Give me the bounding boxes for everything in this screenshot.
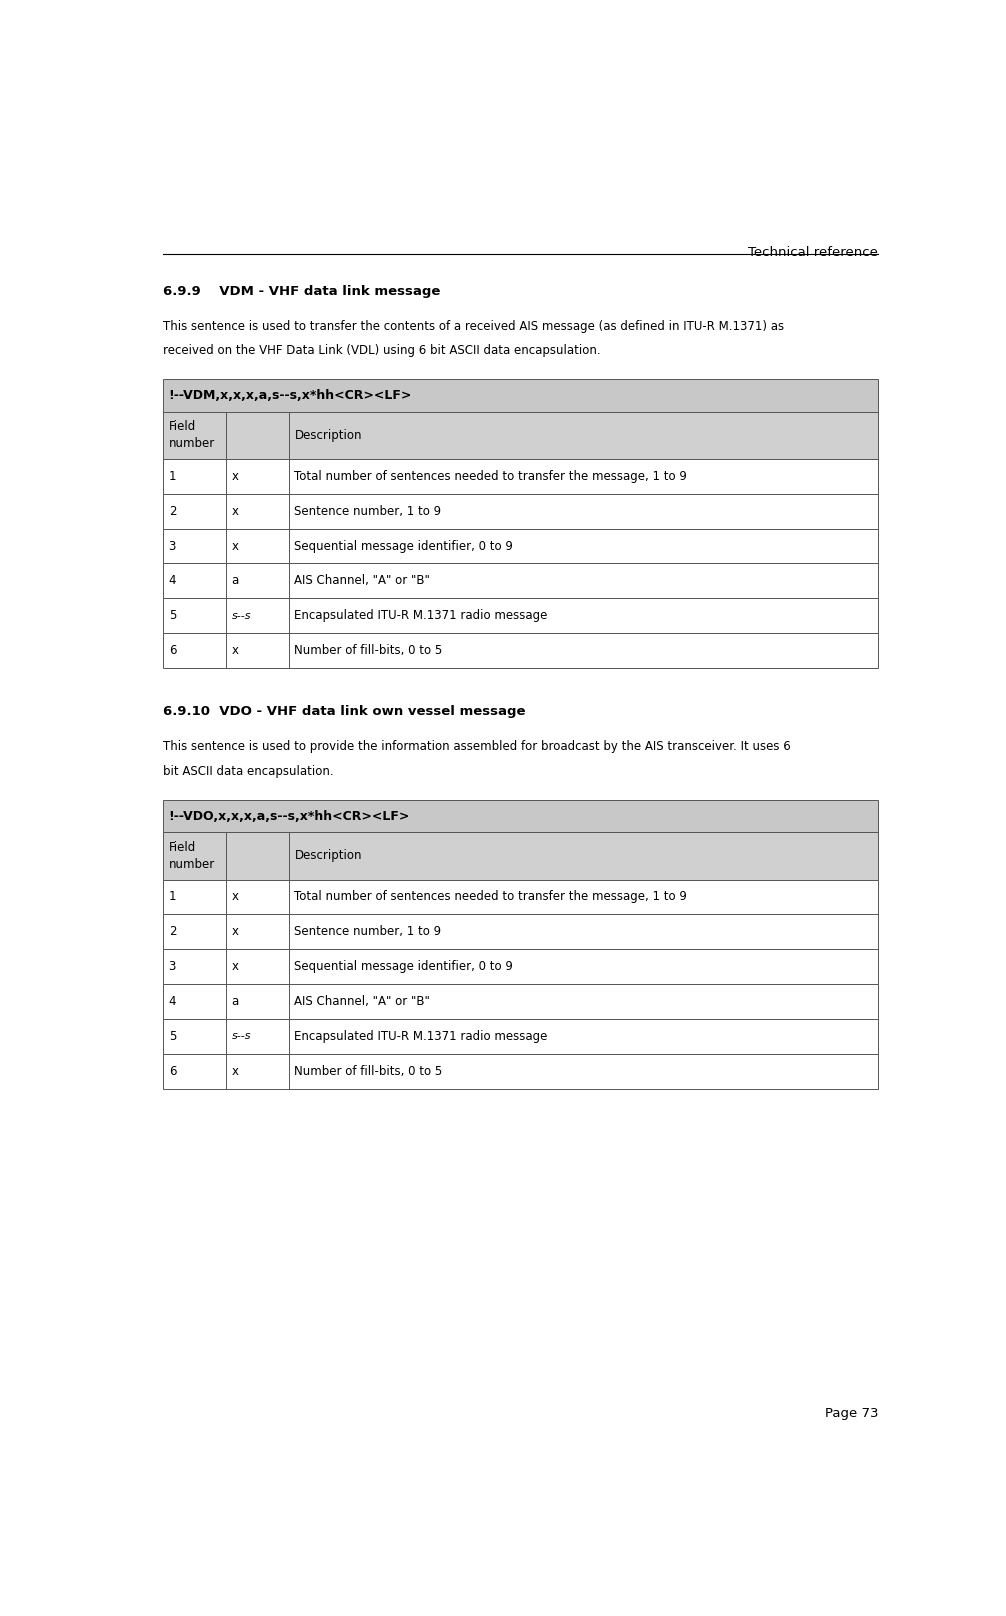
Text: This sentence is used to provide the information assembled for broadcast by the : This sentence is used to provide the inf…	[163, 740, 791, 753]
Text: 1: 1	[169, 890, 176, 903]
Text: 6.9.10  VDO - VHF data link own vessel message: 6.9.10 VDO - VHF data link own vessel me…	[163, 705, 526, 719]
Text: 1: 1	[169, 470, 176, 483]
Text: 3: 3	[169, 960, 176, 973]
Text: Sentence number, 1 to 9: Sentence number, 1 to 9	[295, 926, 442, 939]
Text: s--s: s--s	[231, 1031, 252, 1041]
Text: 4: 4	[169, 995, 176, 1008]
Text: Encapsulated ITU-R M.1371 radio message: Encapsulated ITU-R M.1371 radio message	[295, 1029, 548, 1042]
Text: x: x	[231, 926, 238, 939]
Text: Sentence number, 1 to 9: Sentence number, 1 to 9	[295, 504, 442, 517]
Bar	[163, 494, 878, 528]
Text: Page 73: Page 73	[825, 1406, 878, 1419]
Text: x: x	[231, 504, 238, 517]
Bar	[163, 528, 878, 564]
Text: Number of fill-bits, 0 to 5: Number of fill-bits, 0 to 5	[295, 645, 443, 658]
Text: Sequential message identifier, 0 to 9: Sequential message identifier, 0 to 9	[295, 960, 513, 973]
Text: a: a	[231, 574, 238, 587]
Text: Sequential message identifier, 0 to 9: Sequential message identifier, 0 to 9	[295, 540, 513, 553]
Text: AIS Channel, "A" or "B": AIS Channel, "A" or "B"	[295, 574, 431, 587]
Text: x: x	[231, 540, 238, 553]
Text: bit ASCII data encapsulation.: bit ASCII data encapsulation.	[163, 764, 334, 777]
Bar	[163, 1054, 878, 1089]
Text: 4: 4	[169, 574, 176, 587]
Bar	[163, 380, 878, 412]
Text: Field
number: Field number	[169, 840, 215, 871]
Text: 2: 2	[169, 926, 176, 939]
Text: 6.9.9    VDM - VHF data link message: 6.9.9 VDM - VHF data link message	[163, 284, 441, 297]
Text: 5: 5	[169, 609, 176, 622]
Text: Number of fill-bits, 0 to 5: Number of fill-bits, 0 to 5	[295, 1065, 443, 1078]
Text: AIS Channel, "A" or "B": AIS Channel, "A" or "B"	[295, 995, 431, 1008]
Bar	[163, 633, 878, 667]
Bar	[163, 915, 878, 949]
Bar	[163, 832, 878, 879]
Text: !--VDO,x,x,x,a,s--s,x*hh<CR><LF>: !--VDO,x,x,x,a,s--s,x*hh<CR><LF>	[169, 810, 410, 823]
Bar	[163, 459, 878, 494]
Text: 3: 3	[169, 540, 176, 553]
Text: Total number of sentences needed to transfer the message, 1 to 9: Total number of sentences needed to tran…	[295, 890, 687, 903]
Text: x: x	[231, 470, 238, 483]
Text: 6: 6	[169, 645, 176, 658]
Bar	[163, 1020, 878, 1054]
Bar	[163, 800, 878, 832]
Text: Description: Description	[295, 850, 362, 863]
Text: Field
number: Field number	[169, 420, 215, 451]
Text: x: x	[231, 645, 238, 658]
Text: !--VDM,x,x,x,a,s--s,x*hh<CR><LF>: !--VDM,x,x,x,a,s--s,x*hh<CR><LF>	[169, 389, 412, 402]
Text: Technical reference: Technical reference	[748, 246, 878, 259]
Text: x: x	[231, 1065, 238, 1078]
Text: s--s: s--s	[231, 611, 252, 621]
Text: received on the VHF Data Link (VDL) using 6 bit ASCII data encapsulation.: received on the VHF Data Link (VDL) usin…	[163, 344, 601, 357]
Text: 5: 5	[169, 1029, 176, 1042]
Bar	[163, 564, 878, 598]
Text: This sentence is used to transfer the contents of a received AIS message (as def: This sentence is used to transfer the co…	[163, 320, 785, 333]
Text: Total number of sentences needed to transfer the message, 1 to 9: Total number of sentences needed to tran…	[295, 470, 687, 483]
Text: Encapsulated ITU-R M.1371 radio message: Encapsulated ITU-R M.1371 radio message	[295, 609, 548, 622]
Text: Description: Description	[295, 428, 362, 441]
Text: 2: 2	[169, 504, 176, 517]
Bar	[163, 598, 878, 633]
Bar	[163, 984, 878, 1020]
Bar	[163, 412, 878, 459]
Text: x: x	[231, 960, 238, 973]
Bar	[163, 949, 878, 984]
Bar	[163, 879, 878, 915]
Text: x: x	[231, 890, 238, 903]
Text: 6: 6	[169, 1065, 176, 1078]
Text: a: a	[231, 995, 238, 1008]
